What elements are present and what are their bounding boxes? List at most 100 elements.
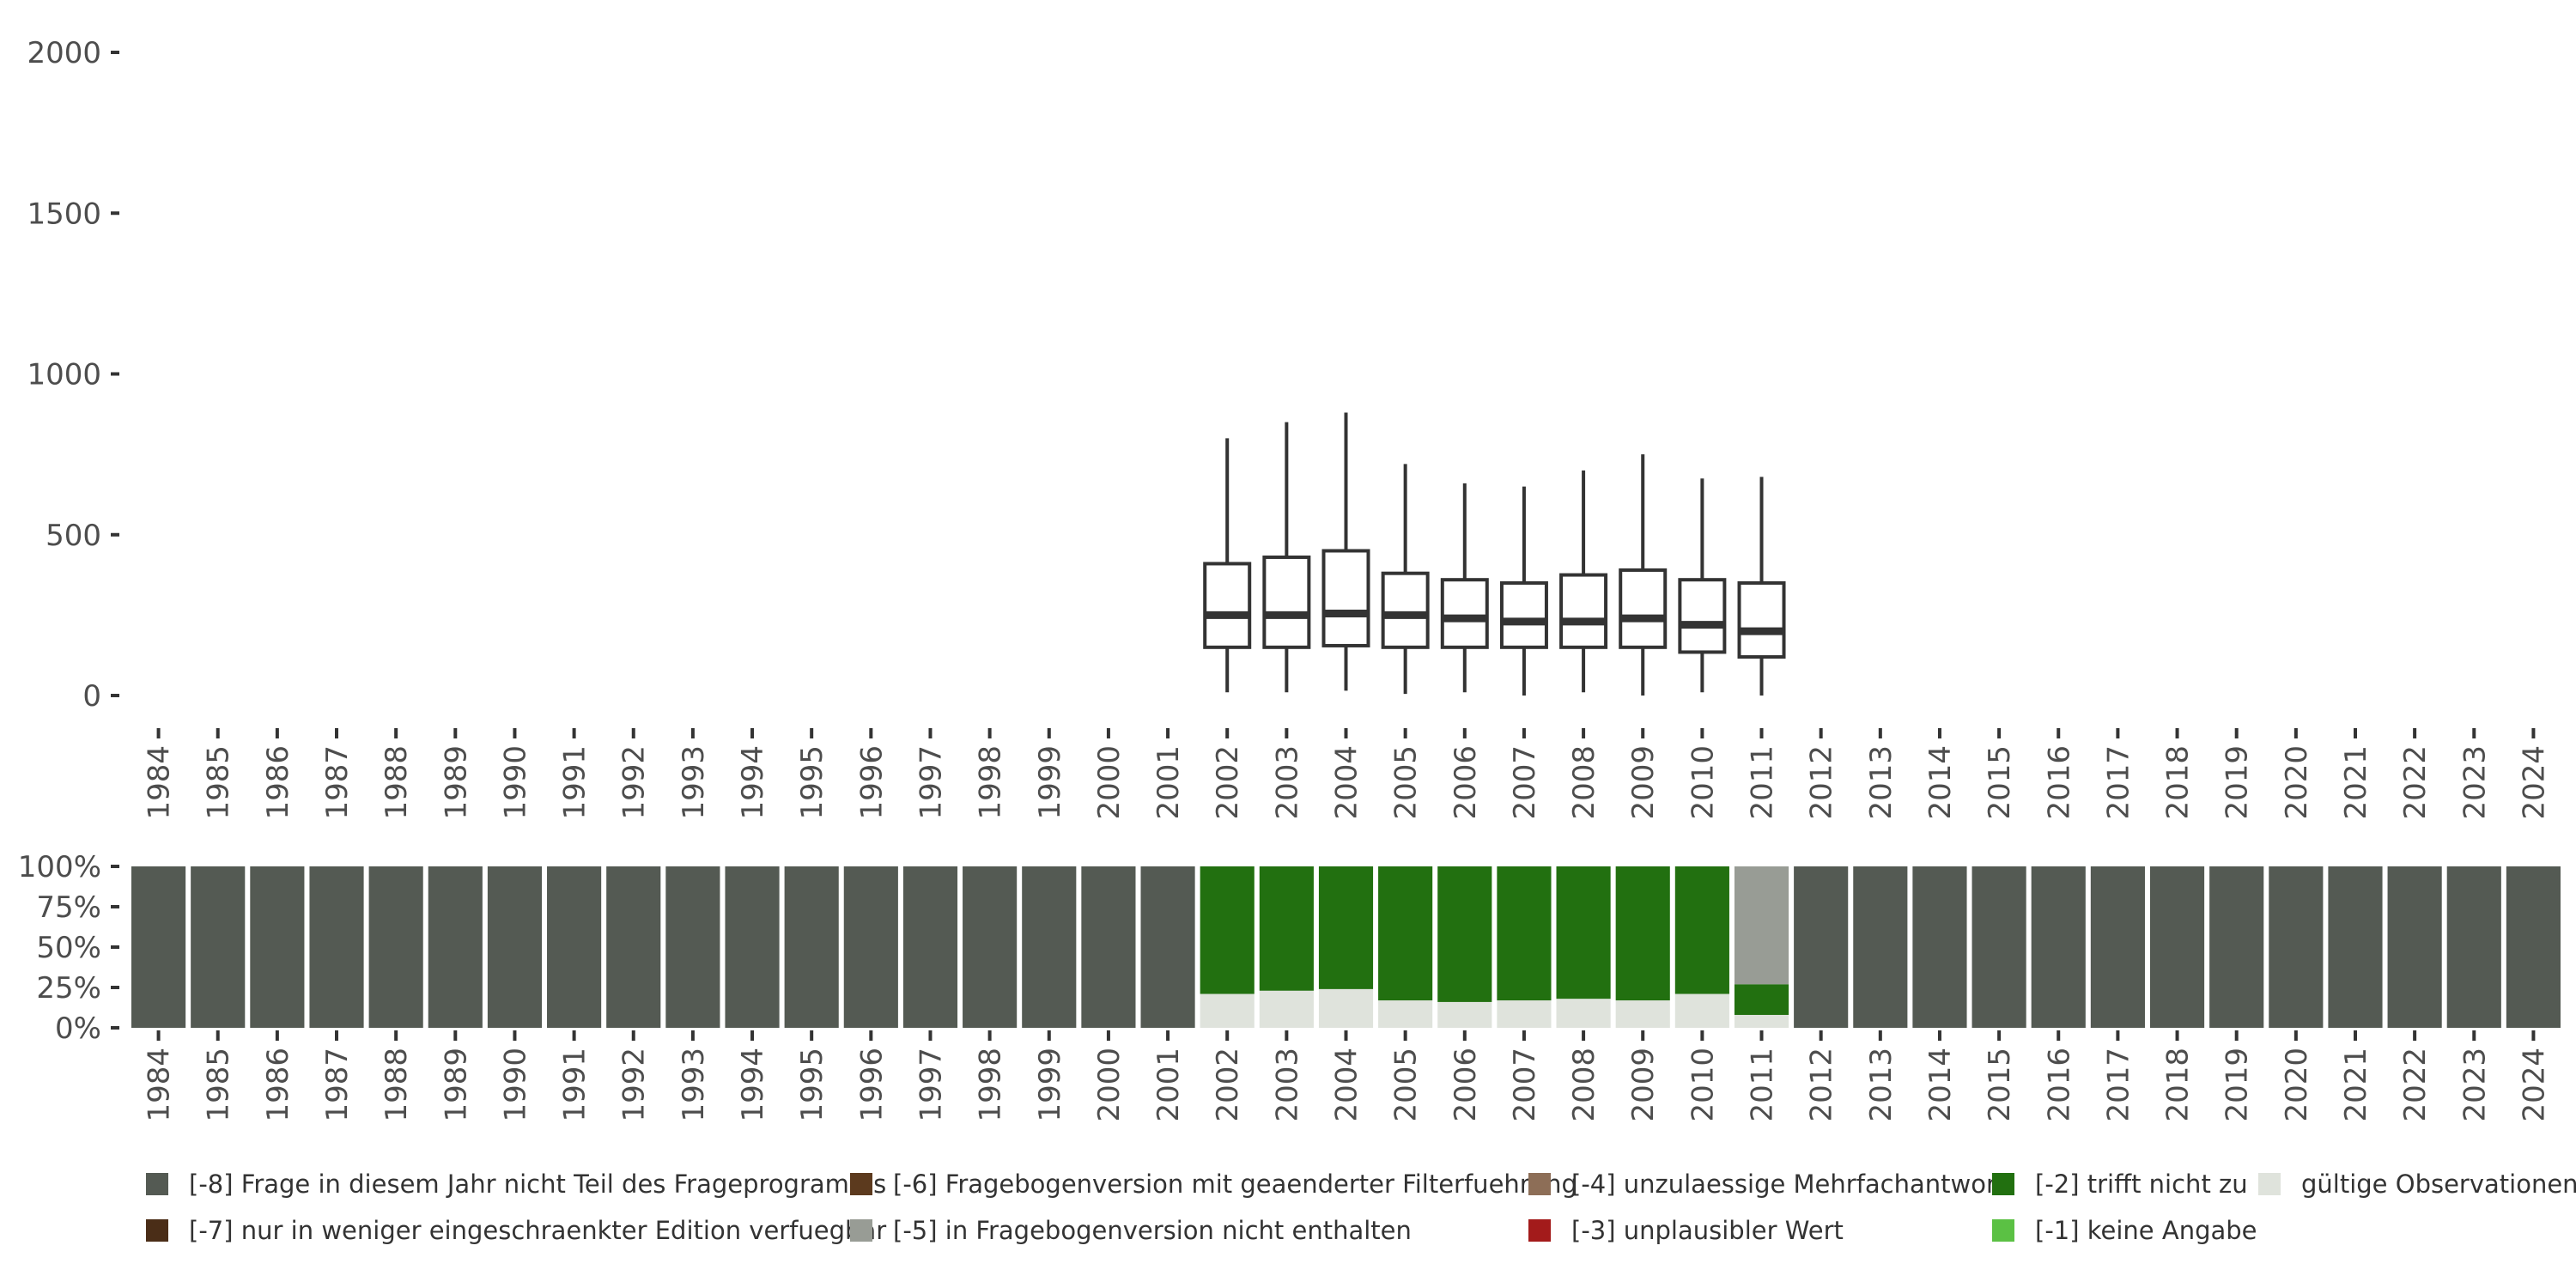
x-tick-label: 2003 — [1270, 745, 1304, 820]
x-tick-label: 1993 — [677, 745, 711, 820]
bar-2019 — [2209, 866, 2264, 1028]
bar-2014 — [1912, 866, 1967, 1028]
x-tick-label: 1985 — [202, 745, 236, 820]
legend-label: [-2] trifft nicht zu — [2035, 1170, 2248, 1199]
bar-2006 — [1437, 866, 1492, 1028]
bar-2008 — [1556, 866, 1611, 1028]
bar-segment-neg8 — [902, 866, 958, 1028]
bar-segment-neg8 — [665, 866, 720, 1028]
box-iqr — [1619, 568, 1668, 649]
x-tick-label: 1999 — [1033, 1048, 1067, 1122]
box-2007 — [1499, 486, 1548, 696]
x-tick-label: 2021 — [2339, 1048, 2373, 1122]
legend-item: [-5] in Fragebogenversion nicht enthalte… — [850, 1216, 1412, 1245]
box-2002 — [1203, 438, 1252, 693]
bar-2021 — [2328, 866, 2383, 1028]
bar-segment-valid — [1200, 993, 1255, 1028]
bar-segment-neg8 — [606, 866, 661, 1028]
bar-segment-neg2 — [1674, 866, 1729, 994]
bar-segment-neg8 — [784, 866, 839, 1028]
bar-segment-neg8 — [428, 866, 483, 1028]
x-tick-label: 2022 — [2398, 1048, 2433, 1122]
bar-segment-neg2 — [1437, 866, 1492, 1002]
bar-segment-neg2 — [1497, 866, 1552, 1001]
legend-label: [-6] Fragebogenversion mit geaenderter F… — [893, 1170, 1577, 1199]
legend-swatch — [1992, 1173, 2014, 1195]
stacked-bar-panel: 0% 25% 50% 75% 100% 1984 1985 1986 1987 1988 1989 1… — [18, 850, 2561, 1122]
bar-2017 — [2090, 866, 2145, 1028]
x-tick-label: 2021 — [2339, 745, 2373, 820]
legend-swatch — [2258, 1173, 2281, 1195]
bar-1990 — [487, 866, 543, 1028]
x-tick-label: 1992 — [617, 1048, 652, 1122]
bar-segment-neg8 — [368, 866, 423, 1028]
bar-2020 — [2269, 866, 2324, 1028]
bar-segment-neg8 — [2209, 866, 2264, 1028]
x-tick-label: 2015 — [1983, 745, 2017, 820]
legend-item: [-7] nur in weniger eingeschraenkter Edi… — [146, 1216, 886, 1245]
bar-segment-neg2 — [1556, 866, 1611, 999]
x-tick-label: 2004 — [1330, 745, 1364, 820]
bar-segment-neg8 — [2387, 866, 2442, 1028]
x-tick-label: 2001 — [1151, 745, 1186, 820]
x-tick-label: 1995 — [795, 1048, 829, 1122]
bar-1994 — [725, 866, 780, 1028]
bar-1984 — [131, 866, 186, 1028]
x-tick-label: 2019 — [2221, 745, 2255, 820]
legend-swatch — [1528, 1173, 1551, 1195]
x-tick-label: 1993 — [677, 1048, 711, 1122]
x-tick-label: 1996 — [854, 745, 889, 820]
box-iqr — [1678, 578, 1727, 654]
box-2005 — [1381, 464, 1430, 695]
bar-2003 — [1259, 866, 1314, 1028]
legend-item: [-6] Fragebogenversion mit geaenderter F… — [850, 1170, 1577, 1199]
bar-segment-neg2 — [1378, 866, 1433, 1001]
bar-2004 — [1318, 866, 1374, 1028]
x-tick-label: 2018 — [2161, 1048, 2196, 1122]
bar-segment-neg5 — [1734, 866, 1789, 985]
y-tick-label: 50% — [36, 931, 101, 965]
legend-swatch — [146, 1219, 168, 1242]
bar-2001 — [1140, 866, 1195, 1028]
x-tick-label: 1994 — [736, 745, 770, 820]
y-tick-label: 75% — [36, 890, 101, 925]
bar-2012 — [1794, 866, 1849, 1028]
bar-2010 — [1674, 866, 1729, 1028]
x-tick-label: 1989 — [439, 745, 473, 820]
x-tick-label: 1988 — [380, 745, 414, 820]
bar-segment-neg8 — [2269, 866, 2324, 1028]
box-2004 — [1321, 412, 1370, 691]
x-tick-label: 2002 — [1211, 1048, 1245, 1122]
x-tick-label: 2024 — [2517, 1048, 2551, 1122]
y-tick-label: 2000 — [27, 36, 101, 70]
box-2011 — [1737, 477, 1786, 696]
bar-segment-neg8 — [1853, 866, 1908, 1028]
bar-segment-neg8 — [2446, 866, 2501, 1028]
x-tick-label: 2018 — [2161, 745, 2196, 820]
bar-segment-neg8 — [1912, 866, 1967, 1028]
x-tick-label: 2012 — [1805, 745, 1839, 820]
bar-2024 — [2506, 866, 2561, 1028]
x-tick-label: 2024 — [2517, 745, 2551, 820]
bar-2013 — [1853, 866, 1908, 1028]
x-tick-label: 2006 — [1449, 745, 1483, 820]
legend: [-8] Frage in diesem Jahr nicht Teil des… — [146, 1170, 2576, 1281]
bar-segment-neg2 — [1318, 866, 1374, 989]
bar-segment-neg8 — [1794, 866, 1849, 1028]
y-tick-label: 25% — [36, 971, 101, 1005]
bar-segment-neg8 — [2090, 866, 2145, 1028]
legend-swatch — [1528, 1219, 1551, 1242]
x-tick-label: 1996 — [854, 1048, 889, 1122]
bar-1998 — [963, 866, 1018, 1028]
bar-segment-neg8 — [1140, 866, 1195, 1028]
x-tick-label: 2022 — [2398, 745, 2433, 820]
y-tick-label: 0% — [55, 1012, 101, 1046]
x-tick-label: 1988 — [380, 1048, 414, 1122]
x-tick-label: 2016 — [2042, 745, 2076, 820]
legend-item: [-1] keine Angabe — [1992, 1216, 2257, 1245]
y-tick-label: 0 — [82, 679, 101, 714]
legend-label: [-1] keine Angabe — [2035, 1216, 2257, 1245]
bar-segment-valid — [1378, 1000, 1433, 1028]
legend-item: [-3] unplausibler Wert — [1528, 1216, 1844, 1245]
box-iqr — [1440, 578, 1489, 649]
